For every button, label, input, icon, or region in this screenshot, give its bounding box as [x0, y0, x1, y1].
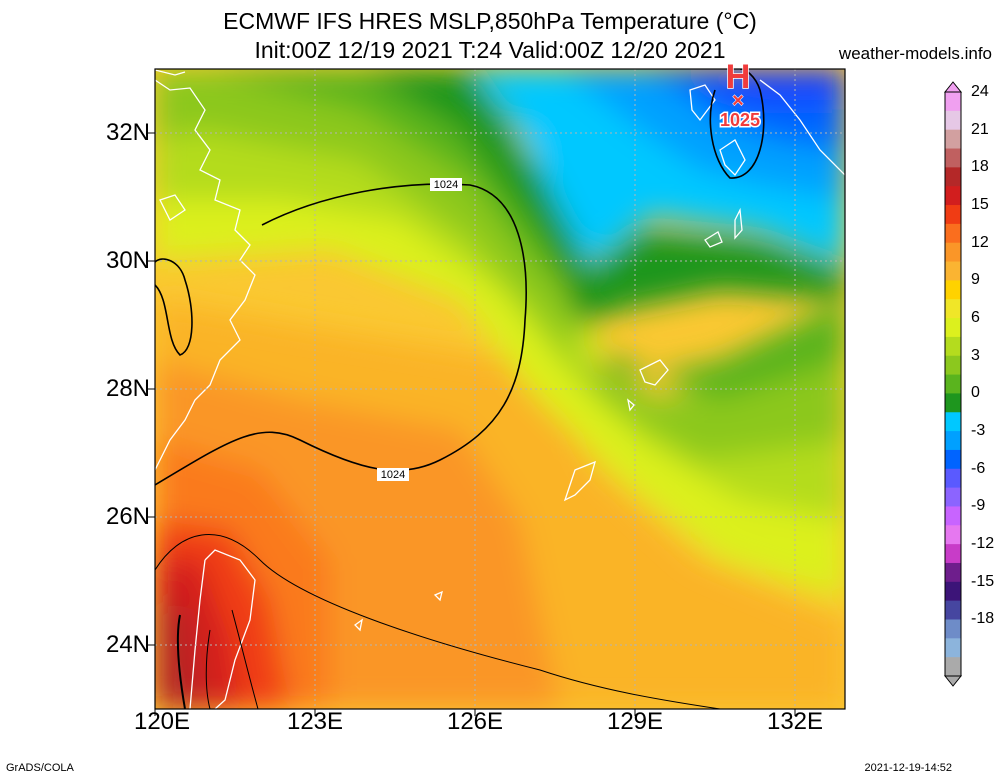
- axis-ticks: [148, 132, 796, 716]
- isobar-label: 1024: [434, 179, 458, 191]
- colorbar-swatch: [945, 657, 961, 677]
- chart-title: ECMWF IFS HRES MSLP,850hPa Temperature (…: [223, 8, 757, 34]
- colorbar-swatch: [945, 205, 961, 225]
- colorbar-label: 18: [971, 158, 989, 176]
- isobar-label-group: 1024 1024: [377, 178, 462, 481]
- colorbar-swatch: [945, 129, 961, 150]
- lat-label: 24N: [105, 631, 150, 658]
- colorbar-swatch: [945, 431, 961, 451]
- colorbar-bottom-arrow: [943, 675, 963, 687]
- colorbar-swatch: [945, 167, 961, 187]
- colorbar-swatch: [945, 92, 961, 112]
- colorbar-swatch: [945, 186, 961, 206]
- colorbar-swatch: [945, 374, 961, 394]
- lat-label: 26N: [105, 503, 150, 530]
- colorbar-swatch: [945, 468, 961, 489]
- colorbar-label: -9: [971, 497, 986, 515]
- high-center-mark: ×: [732, 90, 744, 112]
- colorbar-swatch: [945, 412, 961, 432]
- colorbar-swatch: [945, 280, 961, 300]
- colorbar-swatch: [945, 525, 961, 545]
- chart-subtitle: Init:00Z 12/19 2021 T:24 Valid:00Z 12/20…: [254, 37, 726, 63]
- colorbar-frame: [944, 91, 962, 677]
- colorbar-swatch: [945, 318, 961, 338]
- lon-label: 132E: [766, 708, 824, 735]
- colorbar-swatch: [945, 261, 961, 281]
- colorbar-swatch: [945, 600, 961, 620]
- colorbar-swatch: [945, 581, 961, 602]
- colorbar-label: -18: [971, 610, 995, 628]
- colorbar-swatch: [945, 299, 961, 319]
- colorbar-swatch: [945, 544, 961, 564]
- colorbar-label: -12: [971, 535, 995, 553]
- temperature-field: [155, 69, 845, 709]
- colorbar-label: 6: [971, 309, 980, 327]
- isobar-label: 1024: [381, 469, 405, 481]
- colorbar-swatch: [945, 393, 961, 413]
- colorbar-swatch: [945, 449, 961, 470]
- colorbar-label: -15: [971, 572, 995, 590]
- high-value: 1025: [720, 110, 760, 130]
- colorbar-label: 21: [971, 120, 989, 138]
- colorbar-swatch: [945, 506, 961, 526]
- site-credit: weather-models.info: [838, 44, 992, 63]
- coastlines: [155, 69, 845, 709]
- colorbar-swatch: [945, 110, 961, 131]
- colorbar-swatch: [945, 148, 961, 168]
- colorbar-swatch: [945, 487, 961, 507]
- colorbar-swatch: [945, 355, 961, 376]
- lat-lon-grid: [155, 69, 845, 709]
- software-credit: GrADS/COLA: [6, 762, 74, 774]
- lon-label: 126E: [446, 708, 504, 735]
- lat-label: 30N: [105, 247, 150, 274]
- colorbar-label: -6: [971, 459, 986, 477]
- colorbar-label: 0: [971, 384, 980, 402]
- colorbar-label: -3: [971, 422, 986, 440]
- colorbar-swatch: [945, 223, 961, 244]
- lat-label: 28N: [105, 375, 150, 402]
- colorbar-label: 15: [971, 196, 989, 214]
- colorbar-swatch: [945, 562, 961, 583]
- lon-label: 123E: [286, 708, 344, 735]
- colorbar-swatch: [945, 242, 961, 263]
- high-pressure-marker: H × 1025: [718, 57, 761, 131]
- colorbar-label: 12: [971, 233, 989, 251]
- lon-label: 120E: [133, 708, 191, 735]
- colorbar-label: 24: [971, 83, 989, 100]
- isobars: [155, 69, 765, 709]
- colorbar-top-arrow: [943, 81, 963, 93]
- colorbar-swatch: [945, 619, 961, 639]
- lat-label: 32N: [105, 119, 150, 146]
- generated-timestamp: 2021-12-19-14:52: [864, 762, 952, 774]
- colorbar-label: 9: [971, 271, 980, 289]
- colorbar-swatch: [945, 336, 961, 357]
- lon-label: 129E: [606, 708, 664, 735]
- colorbar-label: 3: [971, 346, 980, 364]
- colorbar-swatch: [945, 638, 961, 658]
- colorbar: [943, 81, 963, 687]
- high-symbol: H: [726, 58, 751, 96]
